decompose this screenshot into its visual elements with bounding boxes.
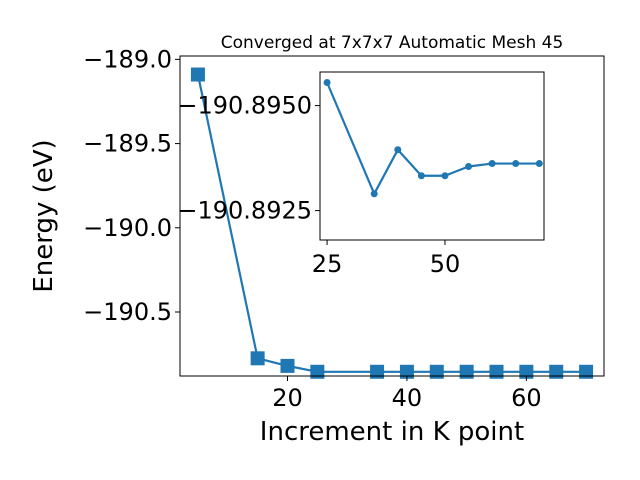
- main-title: Converged at 7x7x7 Automatic Mesh 45: [221, 33, 564, 53]
- main-data-point: [459, 364, 474, 379]
- inset-data-point: [488, 160, 496, 168]
- inset-x-tick-label: 50: [430, 250, 461, 278]
- main-y-axis-label: Energy (eV): [29, 139, 59, 292]
- main-data-point: [250, 351, 265, 366]
- main-y-tick-label: −190.0: [83, 214, 172, 242]
- inset-data-point: [441, 172, 449, 180]
- main-x-axis-label: Increment in K point: [260, 417, 524, 447]
- inset-data-point: [370, 190, 378, 198]
- inset-data-point: [323, 79, 331, 86]
- main-y-tick-label: −190.5: [83, 298, 172, 326]
- main-y-tick-label: −189.5: [83, 130, 172, 158]
- main-data-point: [549, 364, 564, 379]
- inset-data-point: [417, 172, 425, 180]
- main-data-point: [280, 358, 295, 373]
- main-x-tick-label: 20: [272, 384, 303, 412]
- main-data-point: [370, 364, 385, 379]
- inset-y-tick-label: −190.8950: [177, 92, 312, 120]
- inset-frame: [319, 71, 545, 241]
- inset-data-point: [394, 146, 402, 154]
- main-data-point: [429, 364, 444, 379]
- main-data-point: [190, 67, 205, 82]
- main-plot: 20 40 60 −189.0 −189.5 −190.0 −190.5 Converged …: [29, 33, 605, 447]
- main-data-point: [579, 364, 594, 379]
- main-x-tick-label: 60: [511, 384, 542, 412]
- inset-background: [320, 72, 544, 240]
- main-data-point: [489, 364, 504, 379]
- inset-data-point: [512, 160, 520, 168]
- inset-x-tick-label: 25: [312, 250, 343, 278]
- main-data-point: [399, 364, 414, 379]
- main-data-point: [519, 364, 534, 379]
- inset-data-point: [465, 163, 473, 170]
- main-frame: [179, 55, 605, 377]
- inset-y-tick-label: −190.8925: [177, 197, 312, 225]
- main-x-tick-label: 40: [392, 384, 423, 412]
- inset-plot: 25 50 −190.8950 −190.8925: [177, 71, 545, 278]
- main-y-tick-label: −189.0: [83, 45, 172, 73]
- inset-data-point: [535, 160, 543, 168]
- main-data-point: [310, 364, 325, 379]
